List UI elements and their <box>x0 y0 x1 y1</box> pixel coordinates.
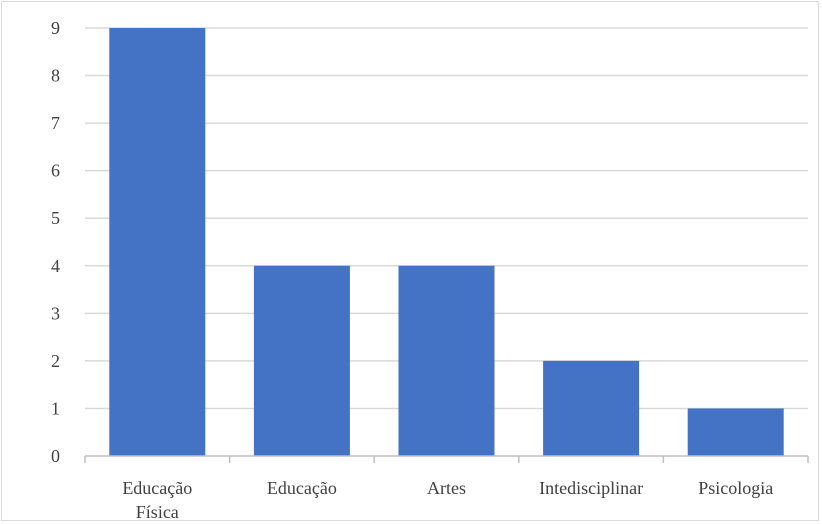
y-tick-label: 9 <box>51 18 60 38</box>
x-tick-label: Educação <box>267 478 337 498</box>
x-tick-label: Artes <box>427 478 466 498</box>
y-tick-label: 1 <box>51 398 60 418</box>
bar-1 <box>109 28 206 456</box>
y-tick-label: 8 <box>51 66 60 86</box>
x-axis-tick-labels: Educação Física Educação Artes Intedisciplin… <box>122 478 773 522</box>
x-tick-label: Educação Física <box>122 478 192 522</box>
bar-2 <box>253 265 350 456</box>
y-tick-label: 7 <box>51 113 60 133</box>
y-tick-label: 0 <box>51 446 60 466</box>
bar-5 <box>687 408 784 456</box>
x-axis <box>84 455 809 463</box>
x-tick-label: Psicologia <box>698 478 773 498</box>
gridlines <box>85 27 808 410</box>
y-axis-tick-labels: 0 1 2 3 4 5 6 7 8 9 <box>51 18 60 466</box>
y-tick-label: 5 <box>51 208 60 228</box>
bar-3 <box>398 265 495 456</box>
y-tick-label: 3 <box>51 303 60 323</box>
bars <box>109 28 784 456</box>
y-tick-label: 2 <box>51 351 60 371</box>
y-tick-label: 4 <box>51 256 60 276</box>
bar-4 <box>543 360 640 456</box>
x-tick-label: Intedisciplinar <box>539 478 643 498</box>
y-tick-label: 6 <box>51 161 60 181</box>
